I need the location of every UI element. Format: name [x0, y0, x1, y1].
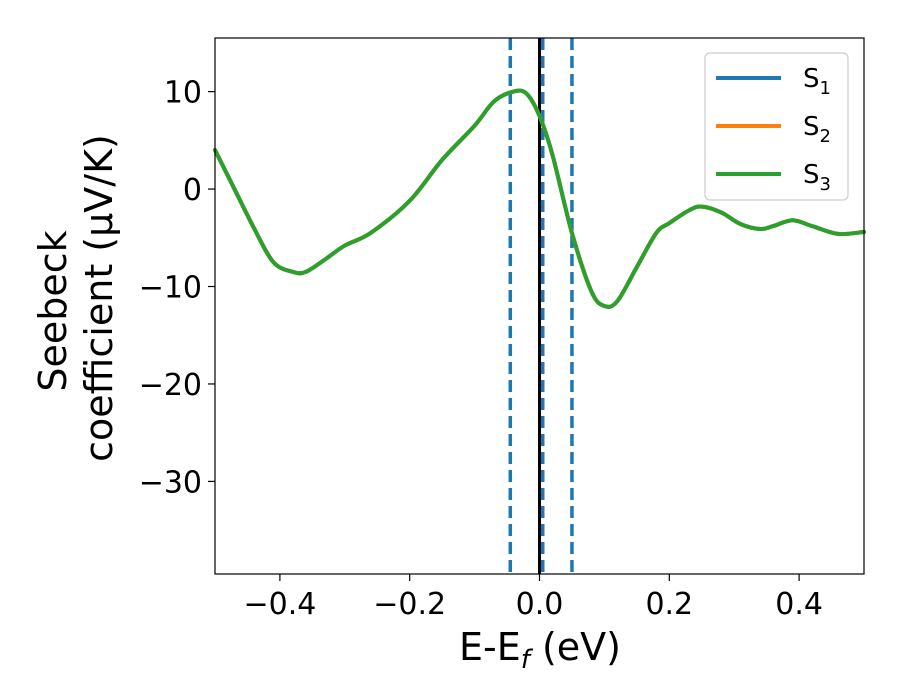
series-line-s3 — [213, 88, 866, 309]
y-tick-label: −10 — [139, 271, 202, 306]
x-tick-label: 0.2 — [645, 587, 693, 622]
vertical-reference-lines — [508, 38, 574, 574]
x-tick-label: −0.2 — [373, 587, 446, 622]
x-axis-title: E-Ef (eV) — [459, 625, 621, 675]
legend: S1 S2 S3 — [704, 52, 849, 201]
legend-label-s3: S3 — [803, 160, 831, 195]
legend-label-s2: S2 — [803, 112, 831, 147]
x-tick-label: −0.4 — [243, 587, 316, 622]
y-axis-title-line2: coefficient (μV/K) — [77, 134, 121, 462]
series-lines — [213, 88, 866, 309]
x-axis-title-unit: (eV) — [530, 625, 621, 669]
y-tick-label: −20 — [139, 368, 202, 403]
y-tick-label: −30 — [139, 465, 202, 500]
y-tick-label: 10 — [164, 76, 202, 111]
x-tick-label: 0.4 — [775, 587, 823, 622]
y-tick-label: 0 — [183, 173, 202, 208]
y-axis-ticks: 10 0 −10 −20 −30 — [139, 76, 215, 500]
y-axis-title-line1: Seebeck — [31, 230, 75, 391]
x-axis-ticks: −0.4 −0.2 0.0 0.2 0.4 — [243, 574, 823, 622]
legend-label-s1: S1 — [803, 64, 831, 99]
legend-entries: S1 S2 S3 — [716, 64, 831, 195]
x-axis-title-main: E-E — [459, 625, 521, 669]
x-tick-label: 0.0 — [516, 587, 564, 622]
